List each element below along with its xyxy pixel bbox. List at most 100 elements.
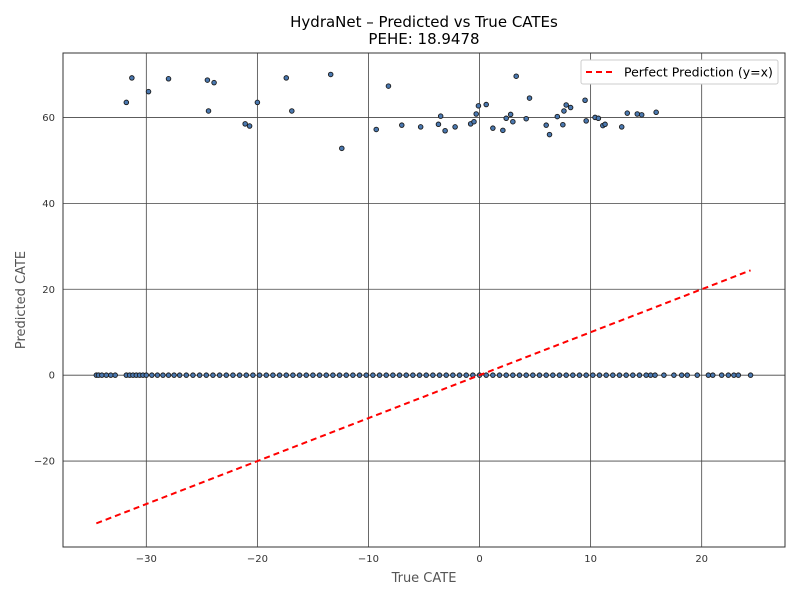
data-point [436, 372, 443, 378]
data-point [507, 111, 514, 118]
data-point [483, 372, 489, 378]
y-tick-label: 40 [42, 199, 55, 210]
data-point [423, 372, 429, 378]
data-point [276, 372, 283, 378]
data-point [636, 372, 643, 378]
data-point [327, 71, 334, 78]
data-point [653, 109, 659, 116]
data-point [718, 372, 725, 378]
data-point [256, 372, 263, 378]
data-point [190, 372, 196, 378]
data-point [403, 372, 409, 378]
data-point [523, 372, 529, 378]
data-point [510, 372, 516, 378]
data-point [705, 372, 712, 378]
perfect-prediction-line [95, 269, 751, 525]
data-point [149, 372, 155, 378]
data-point [710, 372, 716, 378]
data-point [290, 372, 296, 378]
data-point [503, 115, 509, 122]
data-point [556, 372, 563, 378]
data-point [671, 372, 677, 378]
data-point [563, 372, 569, 378]
data-point [160, 372, 166, 378]
x-axis-label: True CATE [391, 571, 457, 586]
data-point [165, 76, 172, 82]
x-tick-label: 0 [476, 554, 482, 565]
data-point [463, 372, 469, 378]
data-point [543, 372, 549, 378]
data-point [145, 88, 152, 95]
data-point [747, 372, 754, 378]
x-tick-label: 20 [695, 554, 708, 565]
data-point [363, 372, 369, 378]
data-point [356, 372, 363, 378]
data-point [171, 372, 177, 378]
data-point [513, 73, 519, 79]
y-tick-label: 0 [49, 371, 55, 382]
data-point [417, 124, 424, 130]
data-point [243, 372, 250, 378]
data-point [283, 75, 290, 81]
x-tick-label: 10 [584, 554, 597, 565]
data-point [103, 372, 110, 378]
data-point [154, 372, 161, 378]
data-point [123, 99, 130, 106]
data-point [500, 127, 506, 134]
legend: Perfect Prediction (y=x) [580, 59, 779, 85]
data-point [471, 118, 477, 125]
data-point [430, 372, 436, 378]
data-point [250, 372, 256, 378]
data-point [316, 372, 323, 378]
data-point [647, 372, 654, 378]
chart-subtitle: PEHE: 18.9478 [368, 30, 479, 48]
data-point [437, 113, 444, 119]
data-point [554, 113, 561, 120]
plot-area: −30 −20 −10 0 10 20 −20 0 20 40 60 [34, 52, 786, 565]
data-point [376, 372, 383, 378]
data-point [203, 372, 210, 378]
data-point [452, 124, 458, 130]
y-axis-label: Predicted CATE [14, 251, 29, 349]
data-point [610, 372, 616, 378]
data-point [210, 372, 216, 378]
data-point [530, 372, 536, 378]
data-point [567, 104, 574, 111]
data-point [473, 111, 479, 117]
data-point [246, 123, 253, 129]
data-point [456, 372, 463, 378]
data-point [678, 372, 685, 378]
data-point [450, 372, 456, 378]
data-point [336, 372, 343, 378]
data-point [503, 372, 509, 378]
data-point [205, 108, 212, 114]
data-point [99, 372, 105, 378]
data-point [652, 372, 658, 378]
data-point [435, 121, 442, 128]
data-point [638, 112, 645, 118]
x-tick-label: −20 [247, 554, 268, 565]
data-point [223, 372, 230, 378]
data-point [289, 108, 295, 114]
data-point [183, 372, 190, 378]
data-point [623, 372, 629, 378]
data-point [624, 110, 631, 116]
plot-background [63, 53, 785, 547]
data-point [385, 83, 392, 89]
data-point [196, 372, 203, 378]
data-point [330, 372, 336, 378]
data-point [561, 108, 567, 114]
data-point [443, 372, 449, 378]
data-point [165, 372, 172, 378]
y-tick-label: 20 [42, 285, 55, 296]
data-point [550, 372, 556, 378]
data-point [583, 118, 589, 124]
data-point [373, 126, 379, 133]
data-point [442, 128, 448, 134]
data-point [630, 372, 636, 378]
data-point [643, 372, 649, 378]
data-point [596, 372, 603, 378]
data-point [602, 121, 608, 128]
data-point [339, 145, 345, 152]
